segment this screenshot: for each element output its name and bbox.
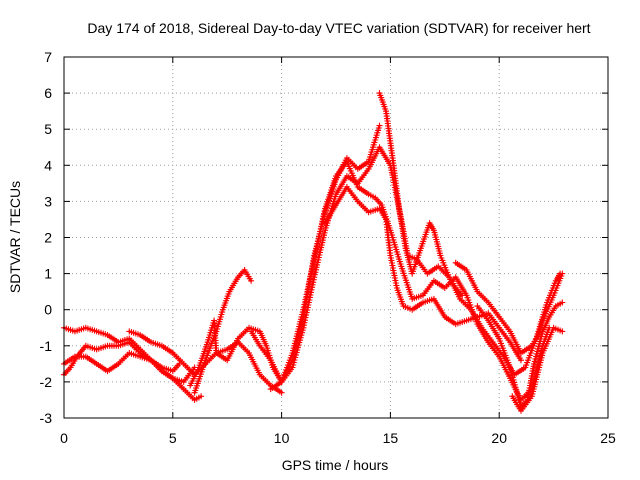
y-tick-label: 3: [44, 193, 52, 209]
series-track-10: [376, 90, 466, 299]
axis-ticks: [63, 56, 609, 419]
series-track-12: [452, 259, 566, 356]
series-markers: [452, 259, 566, 356]
series-track-5: [191, 267, 255, 396]
x-tick-label: 10: [274, 430, 290, 446]
series-markers: [376, 90, 466, 299]
series-track-2: [61, 339, 198, 385]
x-tick-label: 0: [60, 430, 68, 446]
y-tick-label: 7: [44, 49, 52, 65]
y-tick-labels: -3 -2 -1 0 1 2 3 4 5 6 7: [40, 49, 53, 426]
y-tick-label: -1: [40, 338, 53, 354]
chart-title: Day 174 of 2018, Sidereal Day-to-day VTE…: [87, 20, 590, 36]
series-markers: [322, 184, 524, 364]
series-track-13: [509, 324, 566, 414]
y-tick-label: 0: [44, 302, 52, 318]
y-tick-label: 2: [44, 230, 52, 246]
x-axis-label: GPS time / hours: [282, 457, 389, 473]
x-tick-label: 5: [169, 430, 177, 446]
series-markers: [474, 299, 566, 411]
y-tick-label: 5: [44, 121, 52, 137]
y-axis-label: SDTVAR / TECUs: [7, 181, 23, 293]
series-markers: [191, 267, 255, 396]
x-tick-label: 15: [383, 430, 399, 446]
series-markers: [509, 324, 566, 414]
y-tick-label: 1: [44, 266, 52, 282]
y-tick-label: -2: [40, 374, 53, 390]
y-tick-label: -3: [40, 410, 53, 426]
x-tick-label: 20: [491, 430, 507, 446]
x-tick-labels: 0 5 10 15 20 25: [60, 430, 616, 446]
series-track-3: [61, 350, 183, 375]
x-tick-label: 25: [600, 430, 616, 446]
data-series: [61, 90, 566, 414]
y-tick-label: 4: [44, 157, 52, 173]
y-tick-label: 6: [44, 85, 52, 101]
